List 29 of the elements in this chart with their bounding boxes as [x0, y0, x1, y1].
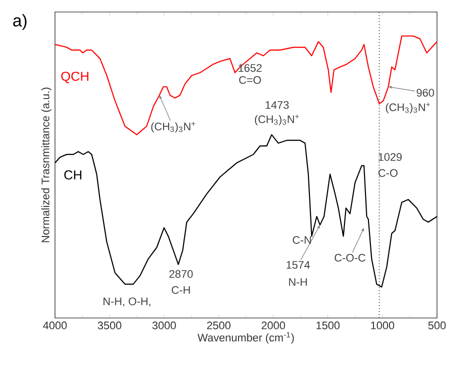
x-tick-label: 500	[428, 322, 446, 330]
chart-title: a)	[13, 14, 26, 30]
annotation: C-O-C	[334, 254, 366, 262]
x-tick-label: 4000	[43, 322, 67, 330]
annotation: N-H, O-H,	[104, 297, 150, 307]
x-tick-label: 1500	[316, 322, 340, 330]
y-axis-title: Normalized Trasnmittance (a.u.)	[41, 88, 52, 242]
x-tick-label: 1000	[371, 322, 394, 330]
annotation: C-O	[378, 169, 398, 177]
x-tick-label: 2000	[262, 322, 286, 330]
x-axis-title: Wavenumber (cm$^{-1}$)	[198, 332, 294, 344]
annotation: C=O	[239, 76, 261, 84]
x-tick-label: 3000	[152, 322, 176, 330]
annotation: 1574	[286, 261, 310, 269]
x-tick-label: 2500	[207, 322, 230, 330]
annotation: 1652	[238, 64, 262, 72]
annotation: (CH$_{3}$)$_{3}$N$^{+}$	[386, 102, 430, 114]
annotation: N-H	[289, 278, 307, 286]
annotation: 2870	[169, 270, 193, 278]
annotation: 1473	[266, 101, 289, 109]
annotation: C-H	[172, 286, 190, 294]
annotation: (CH$_{3}$)$_{3}$N$^{+}$	[151, 122, 196, 133]
x-tick-label: 3500	[98, 322, 122, 330]
series-label: QCH	[61, 72, 88, 84]
annotation: 960	[416, 88, 434, 97]
annotation: C-N	[292, 236, 311, 244]
annotation: (CH$_{3}$)$_{3}$N$^{+}$	[254, 114, 299, 126]
annotation: 1029	[378, 153, 402, 161]
series-label: CH	[64, 170, 82, 180]
